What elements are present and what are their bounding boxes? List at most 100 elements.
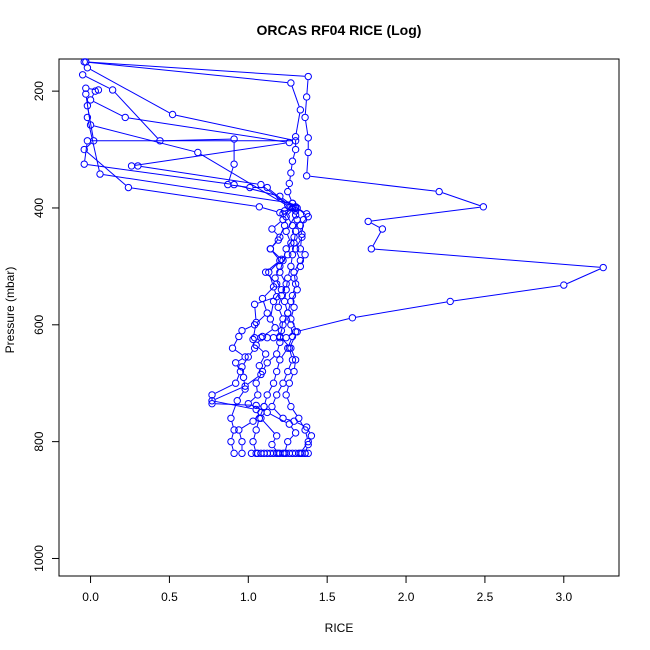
series-segment (175, 114, 293, 141)
series-segment (290, 374, 294, 381)
data-point (364, 217, 372, 226)
series-segment (253, 433, 256, 439)
series-segment (292, 152, 296, 158)
data-point (288, 356, 297, 364)
data-point (121, 113, 129, 122)
series-segment (231, 444, 234, 450)
series-segment (250, 396, 256, 402)
data-point (255, 203, 264, 211)
data-point (231, 379, 240, 387)
series-segment (275, 292, 280, 299)
data-point (291, 145, 300, 154)
series-segment (283, 208, 291, 212)
series-segment (295, 223, 298, 228)
data-point (279, 315, 287, 323)
series-segment (289, 435, 294, 440)
data-point (276, 256, 284, 265)
series-2 (80, 58, 305, 458)
data-point (287, 262, 295, 271)
data-point (257, 370, 265, 379)
data-point (276, 262, 284, 271)
data-point (272, 350, 281, 358)
series-segment (295, 269, 300, 276)
data-point (367, 245, 376, 253)
data-point (208, 391, 216, 399)
data-point (277, 291, 286, 300)
series-segment (281, 275, 285, 281)
series-segment (238, 358, 243, 362)
data-point (238, 326, 246, 335)
data-point (124, 183, 133, 192)
series-segment (114, 92, 158, 139)
series-segment (299, 209, 304, 213)
data-point (296, 106, 305, 114)
y-axis-label: Pressure (mbar) (3, 267, 17, 354)
data-point (82, 84, 90, 92)
series-segment (276, 280, 281, 287)
data-point (269, 333, 278, 342)
series-segment (442, 192, 481, 207)
series-segment (277, 363, 280, 369)
series-segment (257, 412, 260, 416)
data-point (280, 221, 289, 230)
data-point (280, 297, 289, 306)
series-segment (233, 339, 238, 346)
data-point (272, 391, 281, 399)
data-point (277, 286, 286, 294)
data-point (284, 437, 292, 446)
data-point (80, 145, 88, 154)
series-segment (93, 101, 123, 117)
series-segment (288, 339, 292, 346)
data-point (235, 426, 243, 434)
series-segment (287, 239, 293, 247)
data-point (236, 367, 245, 376)
series-segment (306, 156, 309, 173)
data-point (276, 356, 284, 364)
series-segment (290, 164, 293, 170)
data-point (260, 402, 268, 411)
series-segment (274, 408, 281, 416)
data-point (290, 204, 298, 212)
y-tick-label: 600 (32, 314, 46, 334)
series-segment (287, 217, 295, 229)
series-7 (80, 102, 298, 458)
data-point (301, 426, 309, 434)
data-point (263, 408, 271, 417)
series-segment (301, 444, 307, 451)
data-point (287, 344, 295, 352)
series-segment (89, 88, 95, 90)
series-segment (283, 374, 287, 381)
series-segment (289, 176, 291, 180)
data-point (276, 208, 284, 217)
data-point (80, 160, 88, 168)
data-point (246, 183, 254, 192)
series-segment (93, 125, 195, 153)
data-point (266, 245, 275, 253)
data-point (272, 293, 281, 301)
series-segment (215, 387, 243, 400)
data-point (287, 79, 295, 87)
series-segment (264, 398, 267, 404)
data-point (296, 221, 305, 230)
data-point (96, 170, 104, 178)
data-point (91, 87, 99, 95)
series-segment (292, 228, 295, 234)
data-point (298, 230, 306, 238)
series-segment (279, 310, 283, 316)
data-point (293, 286, 301, 294)
data-point (252, 318, 260, 327)
series-segment (296, 240, 301, 246)
series-segment (291, 351, 295, 357)
data-point (288, 332, 297, 341)
data-point (268, 225, 276, 233)
series-segment (231, 184, 247, 188)
series-segment (264, 286, 275, 297)
series-segment (453, 285, 561, 302)
series-segment (306, 80, 309, 94)
data-point (284, 251, 292, 259)
data-point (272, 432, 281, 440)
series-segment (263, 365, 266, 369)
data-point (268, 402, 276, 411)
y-tick-label: 800 (32, 431, 46, 451)
